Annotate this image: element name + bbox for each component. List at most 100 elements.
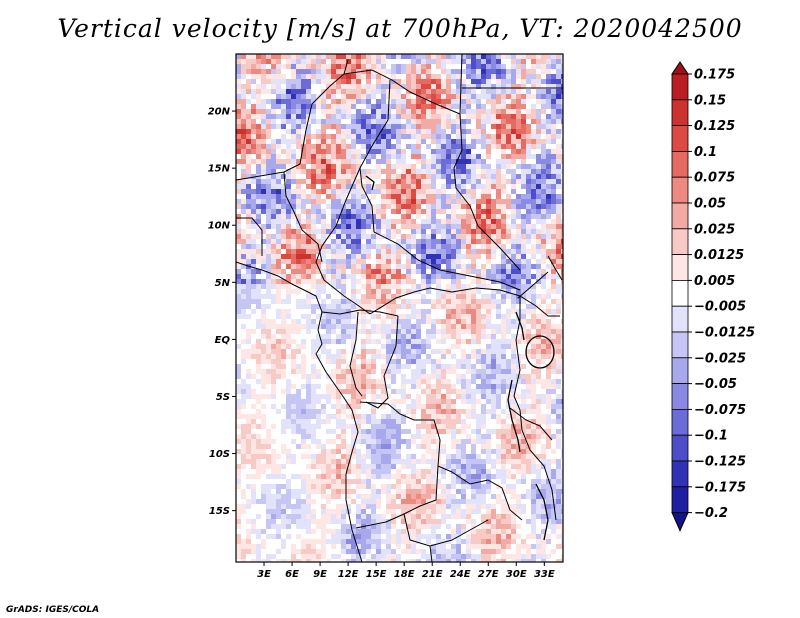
field-cell <box>366 134 371 139</box>
field-cell <box>441 164 446 169</box>
field-cell <box>471 114 476 119</box>
field-cell <box>526 69 531 74</box>
field-cell <box>551 394 556 399</box>
field-cell <box>491 214 496 219</box>
field-cell <box>516 84 521 89</box>
field-cell <box>411 369 416 374</box>
field-cell <box>281 299 286 304</box>
field-cell <box>461 144 466 149</box>
field-cell <box>541 414 546 419</box>
field-cell <box>356 309 361 314</box>
field-cell <box>331 419 336 424</box>
field-cell <box>256 99 261 104</box>
field-cell <box>246 304 251 309</box>
field-cell <box>476 154 481 159</box>
field-cell <box>241 369 246 374</box>
field-cell <box>551 104 556 109</box>
field-cell <box>316 399 321 404</box>
field-cell <box>416 404 421 409</box>
field-cell <box>256 139 261 144</box>
field-cell <box>521 264 526 269</box>
field-cell <box>431 249 436 254</box>
field-cell <box>246 274 251 279</box>
field-cell <box>261 429 266 434</box>
field-cell <box>286 354 291 359</box>
field-cell <box>266 314 271 319</box>
field-cell <box>481 219 486 224</box>
field-cell <box>331 189 336 194</box>
field-cell <box>506 159 511 164</box>
field-cell <box>266 79 271 84</box>
field-cell <box>276 414 281 419</box>
field-cell <box>396 364 401 369</box>
field-cell <box>461 399 466 404</box>
field-cell <box>236 374 241 379</box>
field-cell <box>371 349 376 354</box>
field-cell <box>441 144 446 149</box>
field-cell <box>481 404 486 409</box>
field-cell <box>436 349 441 354</box>
field-cell <box>341 79 346 84</box>
field-cell <box>361 129 366 134</box>
field-cell <box>471 294 476 299</box>
field-cell <box>501 314 506 319</box>
field-cell <box>411 419 416 424</box>
field-cell <box>451 304 456 309</box>
field-cell <box>526 349 531 354</box>
field-cell <box>241 194 246 199</box>
field-cell <box>306 419 311 424</box>
field-cell <box>346 104 351 109</box>
field-cell <box>426 239 431 244</box>
field-cell <box>286 369 291 374</box>
field-cell <box>281 279 286 284</box>
field-cell <box>391 224 396 229</box>
field-cell <box>526 329 531 334</box>
field-cell <box>446 329 451 334</box>
field-cell <box>246 124 251 129</box>
field-cell <box>561 234 563 239</box>
field-cell <box>396 259 401 264</box>
field-cell <box>346 69 351 74</box>
field-cell <box>306 349 311 354</box>
field-cell <box>516 124 521 129</box>
field-cell <box>426 424 431 429</box>
field-cell <box>551 54 556 59</box>
field-cell <box>476 244 481 249</box>
field-cell <box>471 119 476 124</box>
field-cell <box>261 424 266 429</box>
field-cell <box>501 134 506 139</box>
field-cell <box>516 319 521 324</box>
field-cell <box>256 154 261 159</box>
field-cell <box>461 159 466 164</box>
field-cell <box>446 259 451 264</box>
field-cell <box>556 79 561 84</box>
field-cell <box>251 284 256 289</box>
field-cell <box>321 159 326 164</box>
field-cell <box>441 84 446 89</box>
field-cell <box>361 64 366 69</box>
field-cell <box>341 234 346 239</box>
field-cell <box>556 259 561 264</box>
field-cell <box>496 379 501 384</box>
field-cell <box>311 214 316 219</box>
field-cell <box>401 269 406 274</box>
field-cell <box>436 304 441 309</box>
field-cell <box>276 359 281 364</box>
field-cell <box>511 304 516 309</box>
field-cell <box>371 214 376 219</box>
field-cell <box>401 104 406 109</box>
field-cell <box>271 89 276 94</box>
field-cell <box>456 89 461 94</box>
field-cell <box>501 69 506 74</box>
field-cell <box>476 304 481 309</box>
field-cell <box>236 124 241 129</box>
chart-title: Vertical velocity [m/s] at 700hPa, VT: 2… <box>57 14 743 43</box>
field-cell <box>371 269 376 274</box>
field-cell <box>411 389 416 394</box>
field-cell <box>521 339 526 344</box>
field-cell <box>421 374 426 379</box>
field-cell <box>491 284 496 289</box>
field-cell <box>401 304 406 309</box>
field-cell <box>411 54 416 59</box>
field-cell <box>301 114 306 119</box>
